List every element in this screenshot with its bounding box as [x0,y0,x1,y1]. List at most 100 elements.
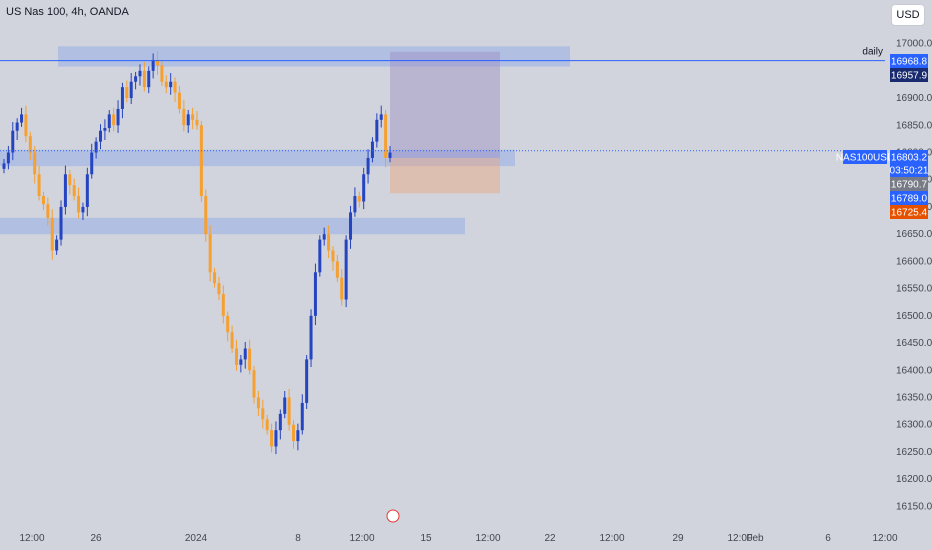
candle-body [147,70,151,88]
candle-body [379,114,383,120]
candle-body [213,272,217,284]
y-tick-label: 17000.0 [896,39,932,50]
candle-body [169,81,173,88]
candle-body [81,206,85,213]
candle-body [256,397,260,409]
candle-body [270,430,274,447]
candle-body [99,130,102,142]
candle-body [199,125,203,197]
currency-button[interactable]: USD [891,4,925,26]
candle-body [309,315,313,360]
y-tick-label: 16550.0 [896,284,932,295]
daily-level-label: daily [862,47,883,58]
candle-body [164,81,168,88]
candle-body [230,332,234,349]
candle-body [234,348,238,365]
candle-body [46,204,50,218]
candle-body [252,370,256,398]
candle-body [2,163,6,169]
candle-body [274,430,278,447]
x-tick-label: 12:00 [349,533,374,544]
y-tick-label: 16650.0 [896,229,932,240]
candle-body [370,141,374,158]
candle-body [50,217,54,251]
candle-body [20,114,24,123]
candle-body [283,397,287,414]
candle-body [134,76,138,82]
price-tag: 16957.9 [891,71,928,82]
candle-body [11,130,15,153]
y-tick-label: 16150.0 [896,501,932,512]
candle-body [300,402,304,431]
candle-body [243,348,247,360]
candle-body [375,119,379,142]
candle-body [261,408,265,420]
candle-body [129,81,133,99]
candle-body [15,122,19,131]
candle-body [142,70,146,88]
x-tick-label: 6 [825,533,831,544]
candle-body [33,152,37,175]
x-tick-label: 8 [295,533,301,544]
candle-body [292,424,295,442]
candle-body [239,359,243,365]
candle-body [217,283,221,295]
y-tick-label: 16900.0 [896,93,932,104]
candle-body [305,359,309,403]
x-tick-label: 22 [544,533,556,544]
y-tick-label: 16350.0 [896,393,932,404]
price-tag-bg [890,54,928,68]
x-tick-label: 12:00 [727,533,752,544]
x-tick-label: 26 [90,533,102,544]
candle-body [59,206,63,240]
candle-body [41,196,45,205]
candle-body [103,128,107,131]
candle-body [318,239,322,273]
candle-body [278,413,282,431]
y-tick-label: 16850.0 [896,120,932,131]
supply-demand-zone [0,217,465,235]
lightning-icon[interactable] [386,509,400,523]
price-tag-bg [890,191,928,205]
candle-body [182,108,186,126]
price-tag: 16968.8 [891,57,928,68]
x-tick-label: Feb [746,533,764,544]
candle-body [138,70,142,77]
candle-body [248,348,252,371]
candle-body [384,114,388,158]
candle-body [55,239,59,251]
candle-body [6,152,10,164]
price-tag: 16789.0 [891,194,928,205]
x-tick-label: 29 [672,533,684,544]
price-tag-bg [890,163,928,177]
symbol-title: US Nas 100, 4h, OANDA [6,6,129,18]
candle-body [24,114,28,137]
candle-body [173,81,177,93]
candle-body [335,261,339,278]
candle-body [296,430,300,442]
candle-body [204,196,208,235]
candle-body [90,152,94,175]
y-tick-label: 16600.0 [896,256,932,267]
candle-body [94,141,98,153]
candle-body [63,174,67,207]
x-tick-label: 12:00 [872,533,897,544]
y-tick-label: 16500.0 [896,311,932,322]
candle-body [195,119,199,126]
candle-body [77,196,81,213]
candle-body [357,196,361,202]
candle-body [322,234,326,240]
candle-body [287,397,291,425]
candle-body [344,239,348,300]
candle-body [362,174,366,202]
candle-body [107,114,111,128]
candle-body [28,136,32,153]
price-tag: 16803.2 [891,153,928,164]
candle-body [72,185,76,197]
candle-body [208,234,212,273]
candle-body [388,152,392,158]
supply-demand-zone [58,46,570,67]
x-tick-label: 2024 [185,533,208,544]
y-tick-label: 16200.0 [896,474,932,485]
